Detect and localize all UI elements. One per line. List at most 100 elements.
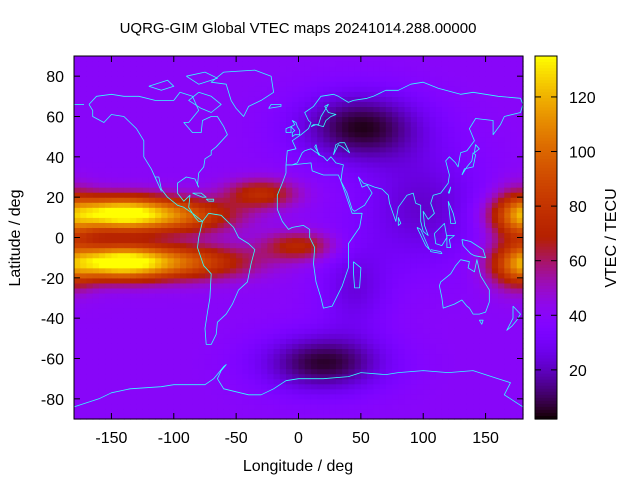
- heatmap-cell: [498, 308, 505, 314]
- heatmap-cell: [354, 267, 362, 274]
- heatmap-cell: [491, 177, 499, 183]
- heatmap-cell: [279, 358, 287, 365]
- heatmap-cell: [404, 368, 412, 375]
- heatmap-cell: [329, 177, 337, 183]
- heatmap-cell: [136, 388, 144, 395]
- heatmap-cell: [111, 403, 119, 410]
- heatmap-cell: [223, 373, 231, 380]
- heatmap-cell: [123, 318, 131, 324]
- heatmap-cell: [498, 61, 505, 67]
- heatmap-cell: [466, 227, 474, 234]
- heatmap-cell: [498, 106, 505, 113]
- heatmap-cell: [267, 328, 275, 334]
- heatmap-cell: [429, 343, 437, 350]
- heatmap-cell: [317, 303, 325, 309]
- heatmap-cell: [423, 171, 431, 178]
- heatmap-cell: [298, 101, 306, 108]
- heatmap-cell: [398, 308, 406, 314]
- heatmap-cell: [86, 151, 94, 158]
- heatmap-cell: [223, 207, 231, 213]
- heatmap-cell: [254, 171, 262, 178]
- heatmap-cell: [410, 262, 418, 269]
- heatmap-cell: [392, 338, 399, 344]
- heatmap-cell: [180, 166, 187, 173]
- heatmap-cell: [254, 151, 262, 158]
- heatmap-cell: [86, 202, 94, 208]
- heatmap-cell: [211, 303, 219, 309]
- heatmap-cell: [173, 222, 181, 229]
- heatmap-cell: [223, 282, 231, 289]
- heatmap-cell: [479, 328, 487, 334]
- heatmap-cell: [236, 96, 243, 102]
- heatmap-cell: [74, 368, 81, 375]
- heatmap-cell: [192, 298, 200, 304]
- heatmap-cell: [74, 272, 81, 279]
- heatmap-cell: [236, 61, 243, 67]
- heatmap-cell: [473, 358, 480, 365]
- heatmap-cell: [448, 242, 456, 249]
- heatmap-cell: [142, 91, 150, 97]
- heatmap-cell: [261, 287, 268, 294]
- heatmap-cell: [167, 363, 175, 370]
- heatmap-cell: [473, 106, 480, 113]
- heatmap-cell: [173, 131, 181, 138]
- heatmap-cell: [473, 227, 480, 234]
- heatmap-cell: [148, 413, 156, 420]
- heatmap-cell: [466, 292, 474, 299]
- heatmap-cell: [74, 207, 81, 213]
- heatmap-cell: [367, 267, 374, 274]
- heatmap-cell: [86, 227, 94, 234]
- heatmap-cell: [466, 252, 474, 259]
- heatmap-cell: [448, 272, 456, 279]
- heatmap-cell: [485, 343, 493, 350]
- heatmap-cell: [392, 242, 399, 249]
- heatmap-cell: [342, 313, 349, 319]
- heatmap-cell: [167, 227, 175, 234]
- heatmap-cell: [254, 66, 262, 72]
- heatmap-cell: [92, 393, 100, 400]
- heatmap-cell: [192, 187, 200, 193]
- heatmap-cell: [454, 408, 462, 415]
- heatmap-cell: [279, 267, 287, 274]
- heatmap-cell: [130, 393, 137, 400]
- heatmap-cell: [323, 61, 331, 67]
- heatmap-cell: [148, 338, 156, 344]
- heatmap-cell: [429, 298, 437, 304]
- heatmap-cell: [498, 353, 505, 360]
- heatmap-cell: [491, 373, 499, 380]
- heatmap-cell: [74, 262, 81, 269]
- heatmap-cell: [348, 323, 356, 329]
- heatmap-cell: [242, 131, 250, 138]
- heatmap-cell: [304, 343, 312, 350]
- heatmap-cell: [310, 187, 318, 193]
- heatmap-cell: [254, 91, 262, 97]
- heatmap-cell: [98, 81, 106, 87]
- heatmap-cell: [416, 303, 424, 309]
- heatmap-cell: [80, 333, 88, 339]
- heatmap-cell: [192, 66, 200, 72]
- heatmap-cell: [236, 106, 243, 113]
- heatmap-cell: [392, 262, 399, 269]
- heatmap-cell: [254, 252, 262, 259]
- heatmap-cell: [498, 277, 505, 284]
- heatmap-cell: [186, 393, 194, 400]
- heatmap-cell: [323, 358, 331, 365]
- heatmap-cell: [180, 313, 187, 319]
- heatmap-cell: [192, 368, 200, 375]
- heatmap-cell: [398, 323, 406, 329]
- heatmap-cell: [180, 408, 187, 415]
- heatmap-cell: [385, 66, 393, 72]
- heatmap-cell: [460, 363, 468, 370]
- heatmap-cell: [286, 338, 293, 344]
- heatmap-cell: [410, 71, 418, 77]
- heatmap-cell: [360, 212, 368, 218]
- heatmap-cell: [354, 166, 362, 173]
- heatmap-cell: [298, 182, 306, 188]
- heatmap-cell: [74, 242, 81, 249]
- heatmap-cell: [367, 156, 374, 163]
- heatmap-cell: [130, 161, 137, 168]
- heatmap-cell: [398, 353, 406, 360]
- heatmap-cell: [148, 197, 156, 203]
- heatmap-cell: [460, 56, 468, 62]
- heatmap-cell: [142, 308, 150, 314]
